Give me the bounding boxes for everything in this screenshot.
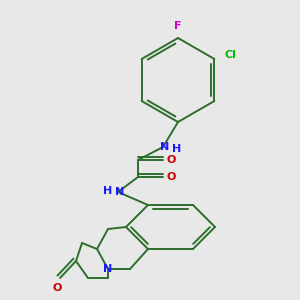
Text: O: O [166, 155, 176, 165]
Text: H: H [172, 144, 182, 154]
Text: N: N [116, 187, 124, 197]
Text: O: O [166, 172, 176, 182]
Text: O: O [52, 283, 62, 293]
Text: Cl: Cl [224, 50, 236, 60]
Text: F: F [174, 21, 182, 31]
Text: H: H [103, 186, 112, 196]
Text: N: N [160, 142, 169, 152]
Text: N: N [103, 264, 112, 274]
